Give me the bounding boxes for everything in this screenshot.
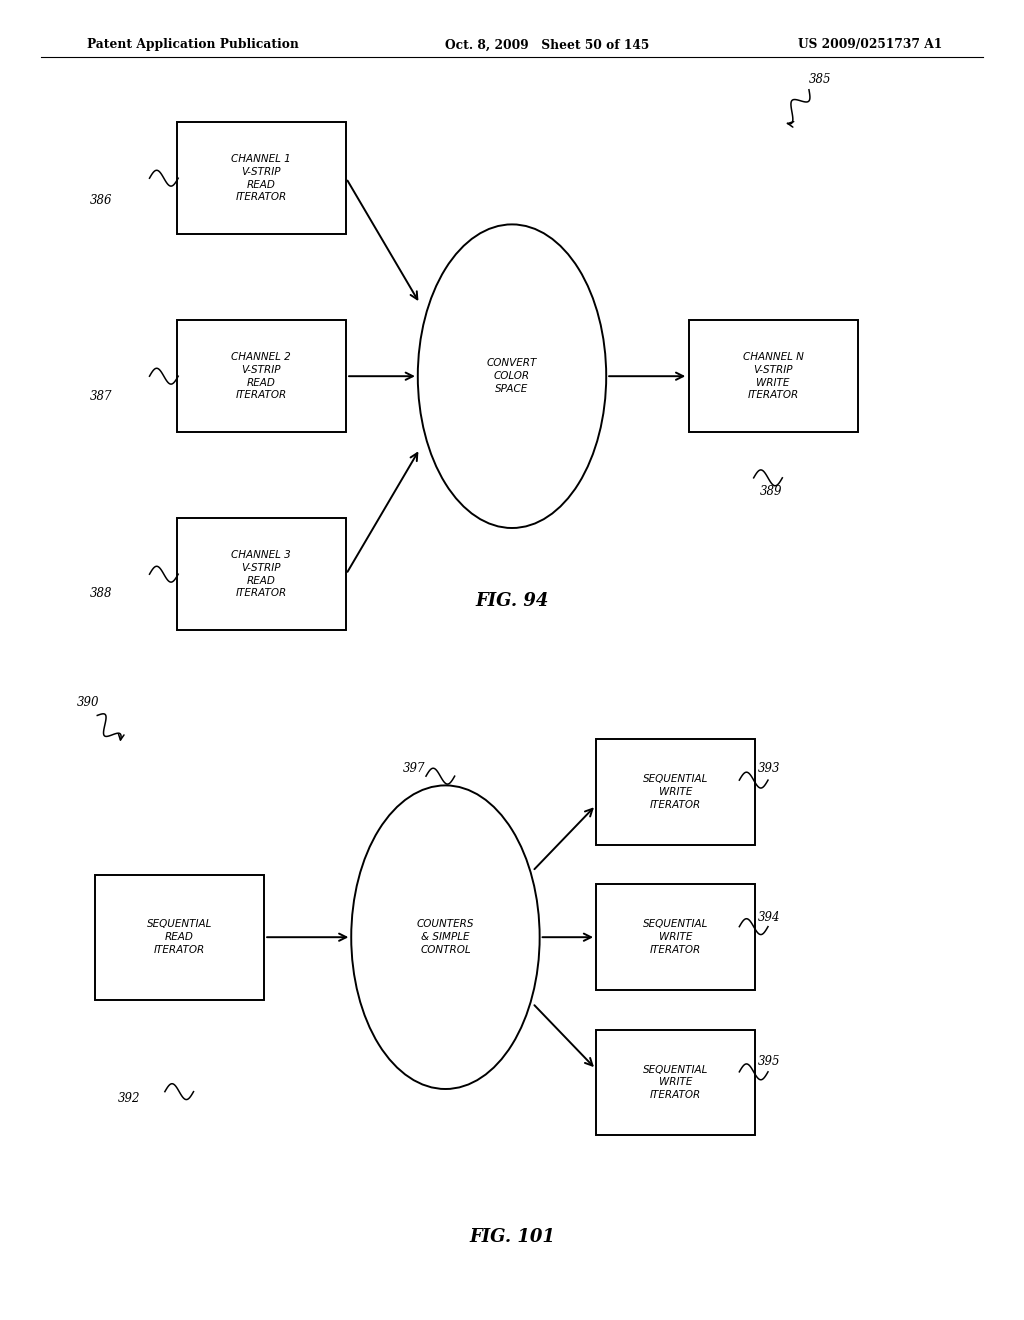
Text: 395: 395 xyxy=(758,1055,780,1068)
Text: COUNTERS
& SIMPLE
CONTROL: COUNTERS & SIMPLE CONTROL xyxy=(417,920,474,954)
Text: CHANNEL N
V-STRIP
WRITE
ITERATOR: CHANNEL N V-STRIP WRITE ITERATOR xyxy=(742,352,804,400)
Bar xyxy=(176,321,346,433)
Bar xyxy=(596,1030,756,1135)
Text: SEQUENTIAL
WRITE
ITERATOR: SEQUENTIAL WRITE ITERATOR xyxy=(643,1065,709,1100)
Ellipse shape xyxy=(351,785,540,1089)
Text: SEQUENTIAL
WRITE
ITERATOR: SEQUENTIAL WRITE ITERATOR xyxy=(643,775,709,809)
Text: CHANNEL 3
V-STRIP
READ
ITERATOR: CHANNEL 3 V-STRIP READ ITERATOR xyxy=(231,550,291,598)
Text: CHANNEL 1
V-STRIP
READ
ITERATOR: CHANNEL 1 V-STRIP READ ITERATOR xyxy=(231,154,291,202)
Text: 393: 393 xyxy=(758,762,780,775)
Text: 397: 397 xyxy=(402,762,425,775)
Text: Oct. 8, 2009   Sheet 50 of 145: Oct. 8, 2009 Sheet 50 of 145 xyxy=(445,38,649,51)
Bar xyxy=(176,121,346,235)
Text: SEQUENTIAL
READ
ITERATOR: SEQUENTIAL READ ITERATOR xyxy=(146,920,212,954)
Text: Patent Application Publication: Patent Application Publication xyxy=(87,38,299,51)
Text: US 2009/0251737 A1: US 2009/0251737 A1 xyxy=(798,38,942,51)
Ellipse shape xyxy=(418,224,606,528)
Text: 390: 390 xyxy=(77,696,99,709)
Text: 386: 386 xyxy=(90,194,113,207)
Text: CONVERT
COLOR
SPACE: CONVERT COLOR SPACE xyxy=(486,359,538,393)
Text: FIG. 101: FIG. 101 xyxy=(469,1228,555,1246)
Text: 388: 388 xyxy=(90,587,113,601)
Text: FIG. 94: FIG. 94 xyxy=(475,591,549,610)
Bar xyxy=(596,739,756,845)
Bar xyxy=(176,519,346,631)
Text: SEQUENTIAL
WRITE
ITERATOR: SEQUENTIAL WRITE ITERATOR xyxy=(643,920,709,954)
Text: 387: 387 xyxy=(90,389,113,403)
Text: CHANNEL 2
V-STRIP
READ
ITERATOR: CHANNEL 2 V-STRIP READ ITERATOR xyxy=(231,352,291,400)
Bar xyxy=(94,874,264,1001)
Text: 392: 392 xyxy=(118,1092,140,1105)
Text: 389: 389 xyxy=(760,484,782,498)
Text: 394: 394 xyxy=(758,911,780,924)
Bar xyxy=(596,884,756,990)
Text: 385: 385 xyxy=(809,73,831,86)
Bar xyxy=(688,321,858,433)
